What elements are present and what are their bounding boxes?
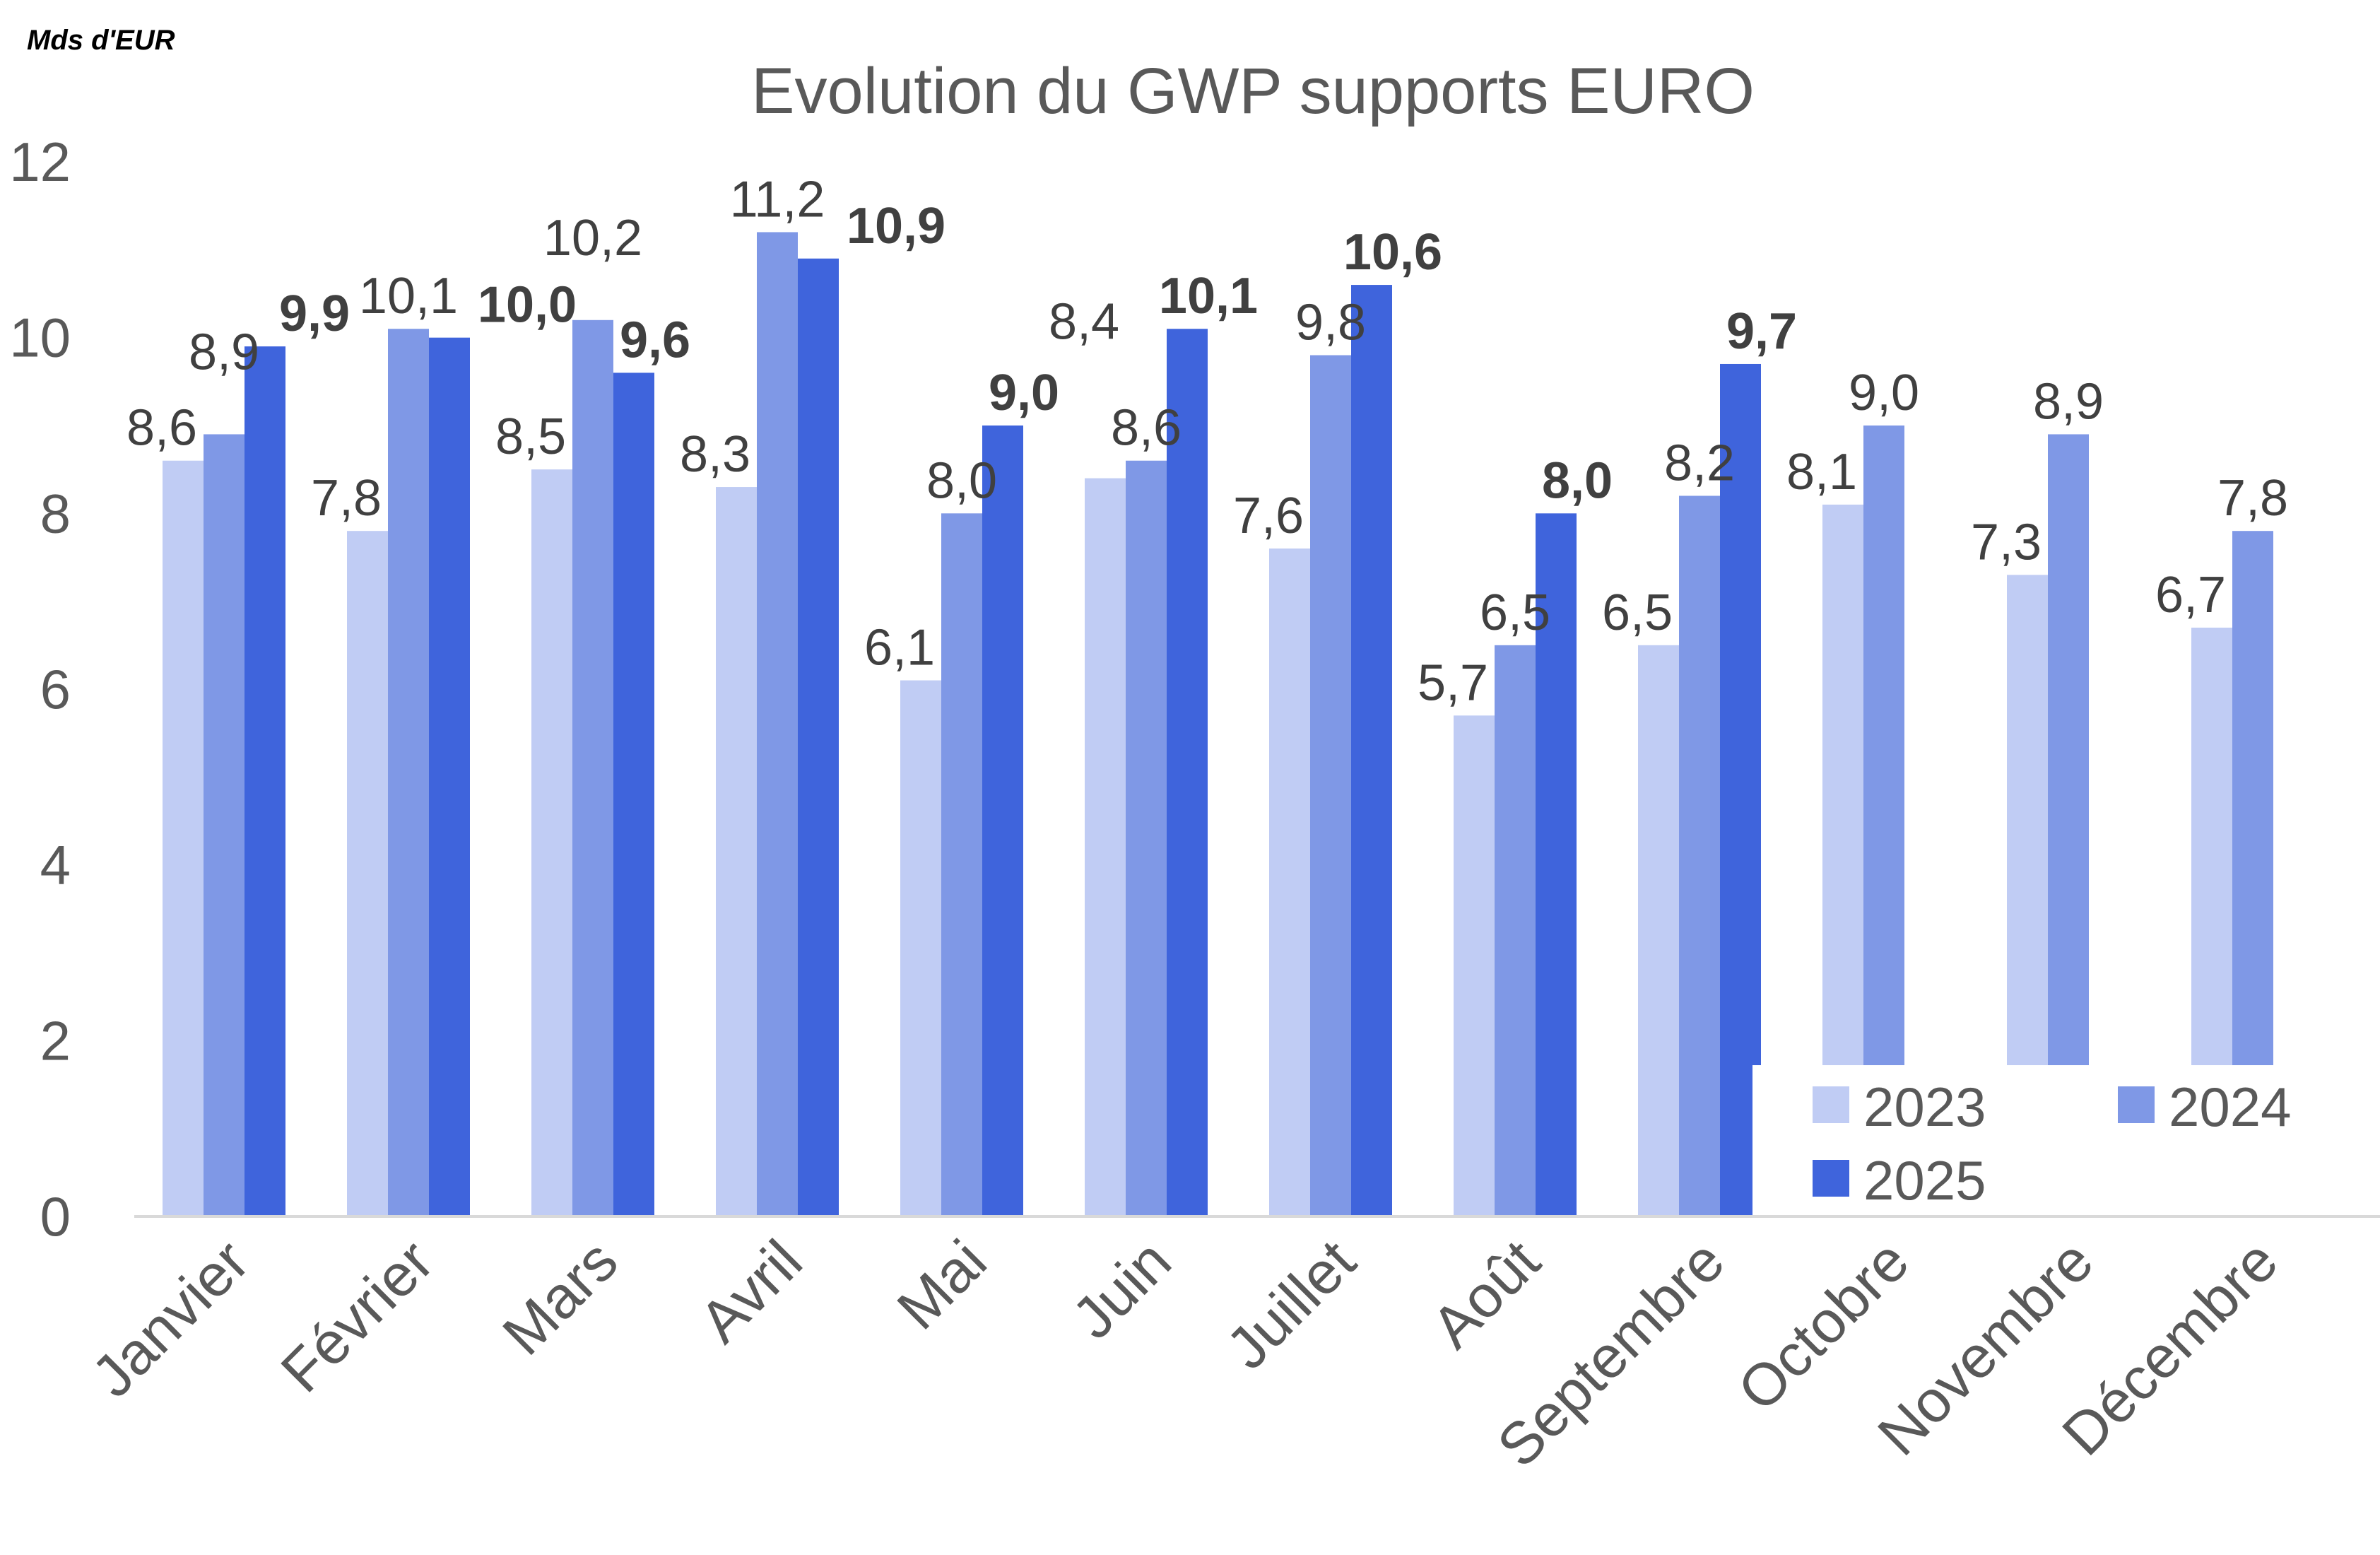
bar-2023-Février [347, 531, 388, 1216]
data-label-2024: 10,1 [359, 268, 458, 324]
data-label-2023: 7,8 [311, 470, 382, 527]
category-label: Février [268, 1227, 445, 1404]
category-label: Avril [687, 1227, 815, 1355]
bar-2025-Mai [982, 426, 1023, 1216]
bar-2024-Janvier [204, 434, 245, 1216]
bar-2023-Juin [1085, 478, 1126, 1216]
bar-2025-Février [429, 337, 470, 1217]
bar-2025-Mars [613, 372, 654, 1216]
data-label-2024: 11,2 [730, 171, 825, 228]
bar-2023-Mai [900, 680, 941, 1216]
data-label-2025: 9,0 [989, 365, 1059, 421]
data-label-2024: 8,9 [189, 324, 259, 380]
data-label-2023: 8,4 [1049, 294, 1119, 351]
category-label: Juin [1059, 1227, 1183, 1351]
data-label-2025: 8,0 [1542, 452, 1613, 509]
bar-2025-Juillet [1351, 285, 1392, 1217]
data-label-2025: 9,6 [620, 312, 690, 368]
legend-label-2025: 2025 [1863, 1149, 1986, 1211]
y-tick-label: 10 [9, 307, 71, 369]
data-label-2025: 9,7 [1726, 303, 1797, 360]
legend: 2023 2024 2025 [1752, 1065, 2380, 1215]
legend-swatch-2025 [1813, 1160, 1849, 1197]
category-label: Mars [490, 1227, 630, 1367]
bar-2024-Juin [1126, 460, 1167, 1216]
data-label-2023: 8,6 [126, 400, 197, 457]
data-label-2023: 8,1 [1786, 444, 1857, 500]
bar-2024-Juillet [1310, 355, 1351, 1216]
y-tick-label: 2 [40, 1009, 71, 1072]
category-label: Mai [885, 1227, 999, 1342]
legend-swatch-2024 [2118, 1086, 2155, 1123]
data-label-2023: 7,6 [1233, 488, 1304, 544]
y-tick-label: 0 [40, 1185, 71, 1248]
data-label-2023: 5,7 [1418, 655, 1488, 711]
data-label-2024: 8,0 [926, 452, 997, 509]
bar-2025-Janvier [245, 346, 285, 1217]
bar-2023-Mars [531, 469, 572, 1216]
legend-label-2024: 2024 [2169, 1076, 2292, 1138]
data-label-2023: 6,5 [1602, 585, 1673, 641]
bar-2024-Mars [572, 319, 613, 1216]
y-tick-label: 4 [40, 834, 71, 896]
data-label-2023: 6,7 [2155, 567, 2226, 623]
data-label-2023: 6,1 [864, 620, 935, 676]
legend-label-2023: 2023 [1863, 1076, 1986, 1138]
bar-2024-Mai [941, 513, 982, 1216]
category-label: Août [1419, 1227, 1553, 1361]
data-label-2025: 10,0 [478, 277, 577, 334]
data-label-2025: 10,9 [847, 198, 945, 254]
data-label-2025: 9,9 [279, 286, 350, 342]
data-label-2024: 8,2 [1664, 435, 1735, 491]
unit-label: Mds d'EUR [27, 25, 175, 56]
data-label-2024: 10,2 [543, 210, 642, 266]
data-label-2024: 9,8 [1295, 295, 1366, 351]
y-tick-label: 8 [40, 482, 71, 544]
legend-background [1752, 1065, 2380, 1215]
bar-2024-Avril [757, 232, 798, 1216]
bar-2023-Janvier [163, 460, 204, 1216]
chart-title: Evolution du GWP supports EURO [751, 55, 1755, 127]
y-tick-label: 12 [9, 131, 71, 193]
data-label-2025: 10,6 [1343, 224, 1442, 281]
data-label-2023: 8,5 [495, 409, 566, 465]
legend-swatch-2023 [1813, 1086, 1849, 1123]
category-label: Janvier [79, 1227, 261, 1409]
category-label: Juillet [1213, 1227, 1367, 1381]
data-label-2024: 9,0 [1849, 365, 1919, 421]
bar-2024-Septembre [1679, 495, 1720, 1216]
data-label-2024: 7,8 [2217, 470, 2288, 527]
bar-2024-Février [388, 329, 429, 1216]
bar-2023-Juillet [1269, 548, 1310, 1216]
bar-2024-Août [1495, 645, 1536, 1216]
data-label-2023: 7,3 [1971, 514, 2042, 570]
data-label-2024: 8,9 [2033, 373, 2104, 430]
data-label-2024: 6,5 [1480, 585, 1550, 641]
y-tick-label: 6 [40, 658, 71, 720]
bar-2025-Juin [1167, 329, 1208, 1216]
bar-2025-Août [1536, 513, 1577, 1216]
bar-2025-Avril [798, 258, 839, 1217]
data-label-2024: 8,6 [1111, 400, 1182, 457]
bar-2023-Août [1454, 715, 1495, 1216]
data-label-2025: 10,1 [1159, 268, 1258, 324]
bar-2023-Septembre [1638, 645, 1679, 1216]
bar-2023-Avril [716, 487, 757, 1216]
data-label-2023: 8,3 [680, 426, 750, 483]
